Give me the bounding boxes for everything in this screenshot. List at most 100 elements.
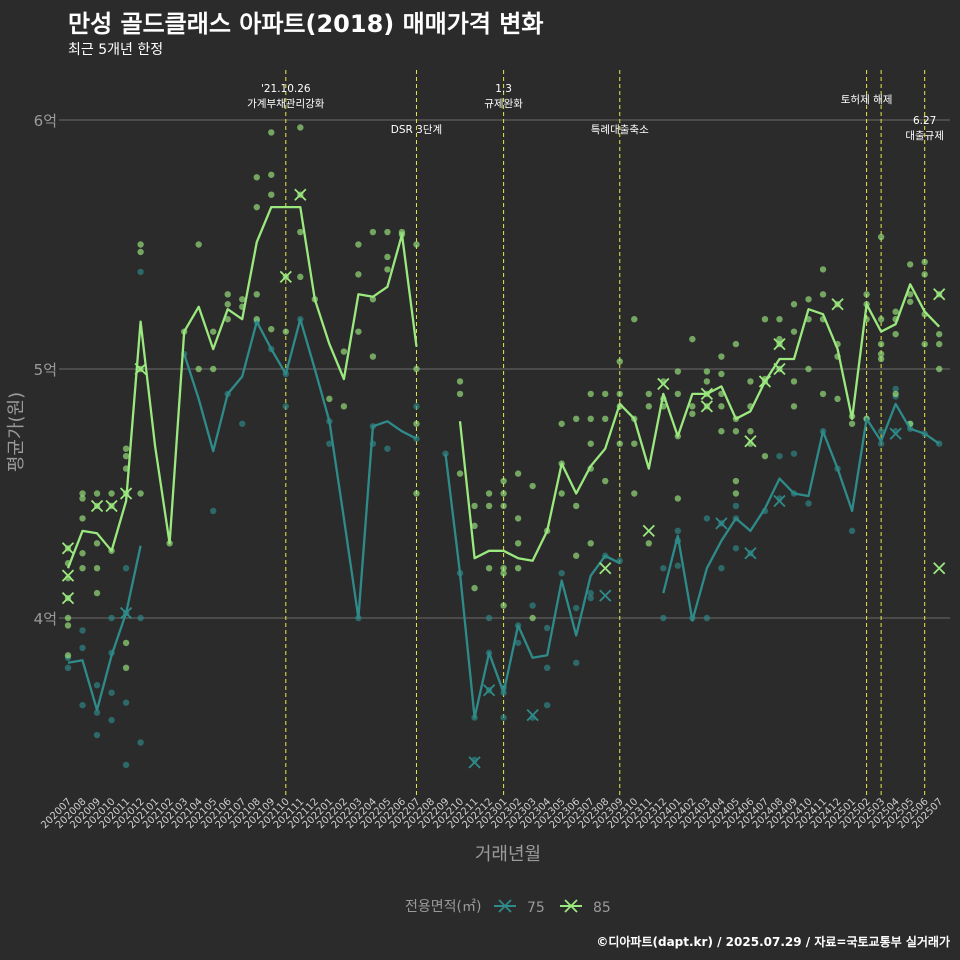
data-point-85 [689,403,696,410]
data-point-85 [413,420,420,427]
data-point-85 [936,330,943,338]
x-axis: 2020072020082020092020102020112020122021… [39,796,945,865]
x-marker-75 [482,684,496,697]
data-point-85 [645,390,652,398]
data-point-85 [776,335,783,343]
x-marker-75 [773,494,786,508]
data-point-75 [79,627,86,634]
x-marker-85 [61,542,75,555]
y-tick-label: 4억 [34,610,57,628]
x-marker-85 [90,499,104,513]
data-point-85 [921,271,928,278]
data-point-75 [674,527,682,535]
data-point-75 [93,731,101,739]
data-point-85 [514,565,522,572]
data-point-85 [877,350,885,358]
data-point-85 [747,428,754,435]
data-point-85 [718,353,725,360]
series-line-75 [67,318,940,719]
data-point-85 [456,378,464,385]
data-point-85 [834,395,841,403]
data-point-75 [848,527,856,535]
data-point-75 [732,545,740,552]
x-marker-85 [105,499,118,513]
x-marker-85 [642,524,655,537]
x-marker-75 [468,756,481,769]
data-point-85 [602,390,609,398]
data-point-85 [224,316,231,323]
data-point-85 [514,515,522,522]
data-point-85 [936,365,943,373]
data-point-85 [500,602,507,609]
x-marker-85 [700,400,714,413]
data-point-85 [93,589,101,597]
data-point-85 [210,328,217,335]
data-point-75 [660,614,667,622]
x-marker-85 [599,562,612,575]
series-lines [66,205,941,719]
data-point-85 [645,540,652,547]
data-point-85 [863,291,870,298]
x-marker-85 [134,362,147,376]
data-point-75 [137,614,144,622]
data-point-75 [79,644,86,652]
data-point-75 [573,604,580,612]
data-point-85 [210,365,217,373]
data-point-85 [326,395,333,403]
data-point-85 [268,191,275,198]
data-point-85 [137,241,144,248]
data-point-85 [500,565,507,572]
policy-annotation: 특례대출축소 [591,124,649,136]
data-point-85 [906,298,914,305]
x-marker-75 [744,547,757,560]
data-point-85 [355,241,362,248]
x-marker-85 [657,377,670,391]
data-point-75 [558,569,565,577]
data-point-85 [732,490,740,497]
data-point-85 [819,291,827,298]
data-point-75 [384,445,391,452]
x-marker-85 [773,337,786,351]
y-tick-label: 6억 [34,112,57,130]
data-point-85 [587,415,594,422]
chart-subtitle: 최근 5개년 한정 [68,42,164,58]
x-axis-label: 거래년월 [475,844,541,865]
data-point-85 [892,390,899,398]
data-point-75 [805,500,812,507]
data-point-85 [602,415,609,422]
data-point-75 [137,268,144,276]
data-point-85 [137,490,144,497]
legend-label-85: 85 [593,900,611,916]
data-point-85 [297,273,304,281]
data-point-85 [805,296,812,303]
data-point-75 [108,614,115,622]
data-point-85 [877,233,885,241]
data-point-75 [703,515,711,522]
data-point-75 [500,714,507,721]
data-point-75 [776,452,783,460]
data-point-75 [108,716,115,724]
data-point-85 [790,301,798,308]
data-point-85 [674,495,682,502]
x-marker-85 [773,362,786,376]
data-point-75 [877,428,885,435]
data-point-75 [442,450,449,457]
data-point-85 [64,652,72,659]
data-point-85 [616,358,623,365]
data-point-85 [93,565,101,572]
data-point-85 [297,124,304,131]
x-marker-85 [744,435,757,448]
data-point-85 [79,565,86,572]
data-point-85 [921,258,928,266]
data-point-85 [558,490,565,497]
data-point-85 [674,390,682,398]
x-marker-75 [889,427,902,440]
data-point-85 [64,622,72,629]
data-point-75 [210,507,217,515]
data-point-85 [892,308,899,315]
data-point-85 [732,477,740,485]
x-marker-85 [279,270,292,284]
y-tick-label: 5억 [34,361,57,379]
data-point-85 [790,403,798,410]
